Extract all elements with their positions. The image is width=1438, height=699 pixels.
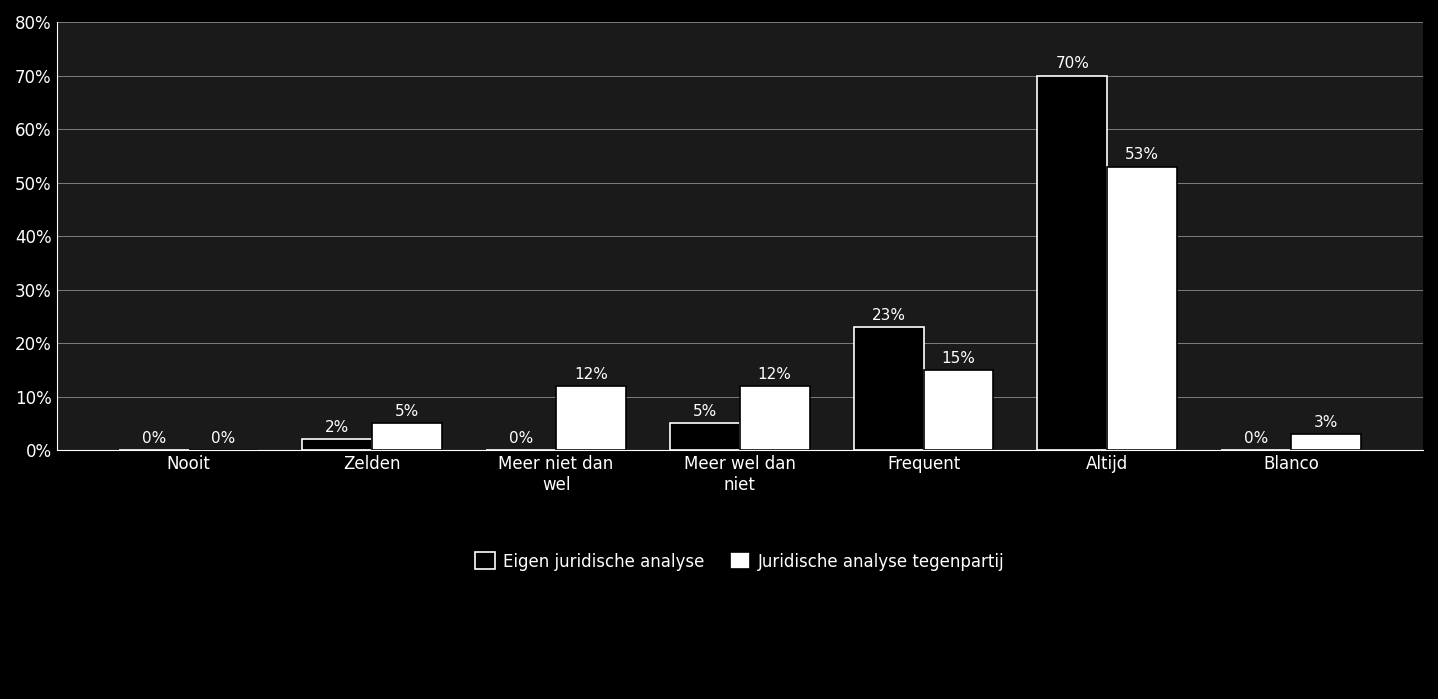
Text: 70%: 70% bbox=[1055, 56, 1090, 71]
Text: 0%: 0% bbox=[509, 431, 533, 446]
Bar bbox=[1291, 434, 1360, 450]
Text: 2%: 2% bbox=[325, 420, 349, 435]
Bar bbox=[557, 386, 626, 450]
Bar bbox=[854, 327, 923, 450]
Text: 53%: 53% bbox=[1125, 147, 1159, 162]
Bar bbox=[1107, 166, 1178, 450]
Bar bbox=[372, 424, 441, 450]
Text: 3%: 3% bbox=[1314, 415, 1339, 430]
Text: 12%: 12% bbox=[574, 367, 608, 382]
Bar bbox=[1037, 75, 1107, 450]
Text: 15%: 15% bbox=[942, 351, 975, 366]
Text: 0%: 0% bbox=[1244, 431, 1268, 446]
Bar bbox=[923, 370, 994, 450]
Bar bbox=[739, 386, 810, 450]
Text: 0%: 0% bbox=[211, 431, 236, 446]
Text: 23%: 23% bbox=[871, 308, 906, 323]
Text: 0%: 0% bbox=[141, 431, 165, 446]
Text: 5%: 5% bbox=[693, 404, 718, 419]
Bar bbox=[302, 440, 372, 450]
Bar bbox=[670, 424, 739, 450]
Text: 12%: 12% bbox=[758, 367, 792, 382]
Text: 5%: 5% bbox=[395, 404, 420, 419]
Legend: Eigen juridische analyse, Juridische analyse tegenpartij: Eigen juridische analyse, Juridische ana… bbox=[467, 544, 1012, 579]
